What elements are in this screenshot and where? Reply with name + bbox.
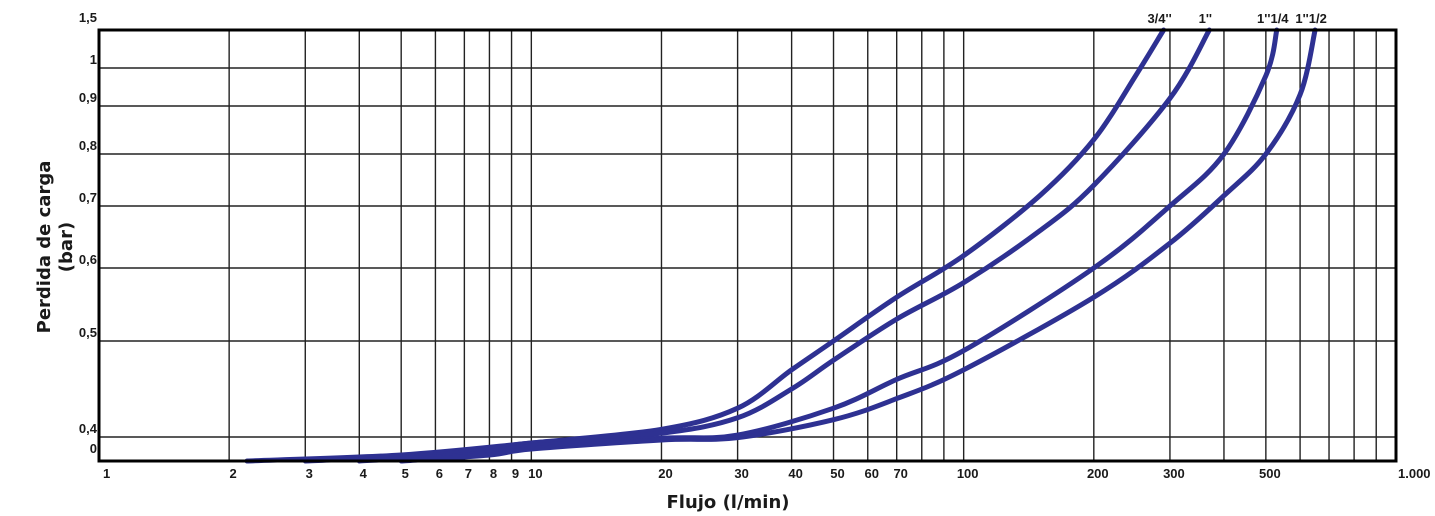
x-tick-label: 4 — [360, 466, 368, 481]
y-tick-label: 1,5 — [79, 10, 97, 25]
x-tick-label: 60 — [865, 466, 879, 481]
y-tick-label: 0,4 — [79, 421, 98, 436]
series-label: 1''1/2 — [1295, 11, 1326, 26]
x-tick-label: 30 — [734, 466, 748, 481]
y-tick-label: 0,9 — [79, 90, 97, 105]
x-tick-label: 300 — [1163, 466, 1185, 481]
x-tick-label: 2 — [230, 466, 237, 481]
y-tick-label: 0,6 — [79, 252, 97, 267]
x-axis-title: Flujo (l/min) — [666, 492, 789, 513]
x-tick-label: 10 — [528, 466, 542, 481]
y-tick-label: 0,5 — [79, 325, 97, 340]
y-tick-label: 0 — [90, 441, 97, 456]
y-tick-label: 0,8 — [79, 138, 97, 153]
series-labels: 3/4'' 1'' 1''1/4 1''1/2 — [1147, 11, 1326, 26]
x-tick-label: 50 — [830, 466, 844, 481]
x-tick-label: 20 — [658, 466, 672, 481]
x-tick-label: 1 — [103, 466, 110, 481]
x-tick-label: 100 — [957, 466, 979, 481]
series-line — [302, 27, 1212, 464]
y-axis-title: Perdida de carga — [34, 161, 55, 334]
series-label: 1''1/4 — [1257, 11, 1289, 26]
x-tick-label: 1.000 — [1398, 466, 1431, 481]
series-label: 3/4'' — [1147, 11, 1171, 26]
series-lines — [244, 27, 1318, 464]
plot-frame — [97, 28, 1398, 463]
x-tick-label: 8 — [490, 466, 497, 481]
y-tick-label: 1 — [90, 52, 97, 67]
x-tick-label: 7 — [465, 466, 472, 481]
series-line — [398, 27, 1318, 464]
x-tick-label: 500 — [1259, 466, 1281, 481]
x-tick-label: 9 — [512, 466, 519, 481]
y-tick-labels: 0 0,4 0,5 0,6 0,7 0,8 0,9 1 1,5 — [79, 10, 98, 456]
y-axis-unit: (bar) — [56, 222, 77, 272]
series-line — [244, 27, 1167, 464]
x-tick-label: 200 — [1087, 466, 1109, 481]
x-tick-label: 6 — [436, 466, 443, 481]
y-tick-label: 0,7 — [79, 190, 97, 205]
x-tick-label: 40 — [788, 466, 802, 481]
x-tick-labels: 1 2 3 4 5 6 7 8 9 10 20 30 40 50 60 70 100 200 300 500 1.000 — [103, 466, 1431, 481]
grid-lines — [99, 30, 1396, 461]
x-tick-label: 3 — [306, 466, 313, 481]
x-tick-label: 70 — [893, 466, 907, 481]
series-label: 1'' — [1199, 11, 1212, 26]
x-tick-label: 5 — [402, 466, 409, 481]
series-line — [356, 27, 1280, 464]
